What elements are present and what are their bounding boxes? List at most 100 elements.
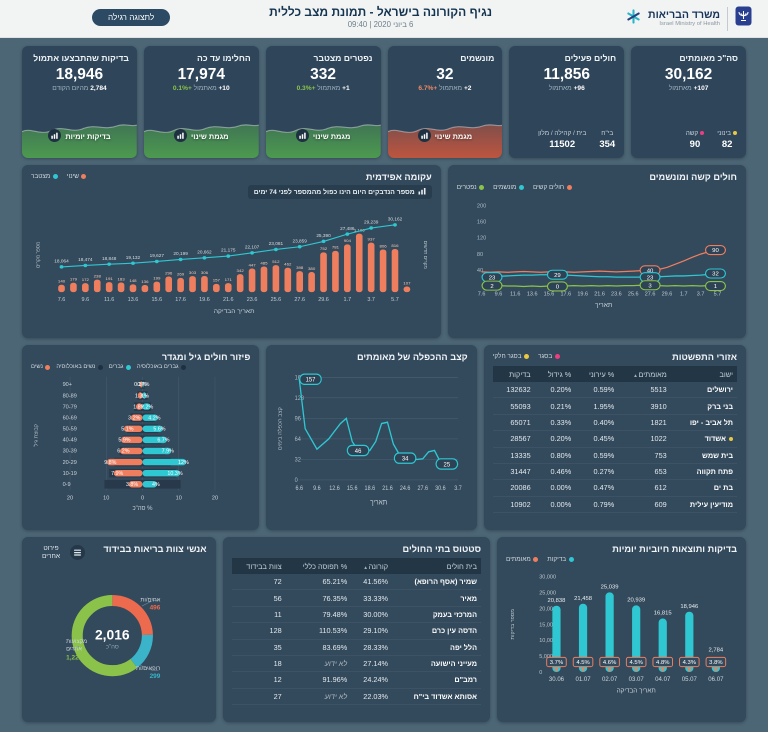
kpi-card-ventilated[interactable]: מונשמים 32 +2 מאתמול +6.7% מגמת שינוי [387,46,503,158]
men-bar[interactable] [142,458,187,466]
line-point[interactable] [345,232,350,236]
bar[interactable] [93,279,101,293]
table-row[interactable]: מודיעין עילית 609 0.79% 0.00% 10902 [492,496,737,514]
line-point[interactable] [250,251,254,255]
legend-item[interactable]: מצטבר [31,173,58,180]
legend-item[interactable]: חולים קשים [533,184,572,191]
bar[interactable] [248,268,256,293]
bar[interactable] [177,277,184,293]
doubling-rate-line-chart[interactable]: 03264961281601574634256.69.612.615.618.6… [275,365,467,519]
column-header[interactable]: % תפוסה כללי [285,558,352,574]
line-point[interactable] [297,245,302,249]
women-bar[interactable] [139,381,143,388]
detail-others-button[interactable]: פירוט אחרים [30,544,91,563]
legend-item[interactable]: נפטרים [457,184,485,191]
legend-item[interactable]: מונשמים [493,184,524,191]
bar[interactable] [153,281,161,293]
kpi-card-recovered[interactable]: החלימו עד כה 17,974 +10 מאתמול +0.1% מגמ… [143,46,259,158]
line-point[interactable] [202,256,207,260]
bar[interactable] [296,271,304,293]
bar[interactable] [82,283,89,293]
line-point[interactable] [83,263,88,268]
trend-change-button[interactable]: מגמת שינוי [144,128,259,145]
epidemic-combo-chart[interactable]: 140 179 172 238 191 183 148 136 199 296 269 303 306 1… [31,200,432,320]
kpi-card-total-confirmed[interactable]: סה"כ מאומתים 30,162 +107 מאתמול בינוני 8… [631,46,746,158]
bar[interactable] [355,233,363,293]
age-gender-pyramid-chart[interactable]: 0.7%0.3%+901.3%1%80-891.8%2.2%70-793.2%4… [31,370,250,516]
line-point[interactable] [369,226,374,230]
column-header[interactable]: % גידול [534,366,576,382]
column-header[interactable]: ישוב [670,366,737,382]
bar[interactable] [578,603,588,673]
bar[interactable] [391,248,399,293]
legend-item[interactable]: נשים באוכלוסיה [56,364,103,370]
line-point[interactable] [154,259,159,264]
kpi-card-deaths[interactable]: נפטרים מצטבר 332 +1 מאתמול +0.3% מגמת שי… [265,46,381,158]
line-series[interactable] [481,272,726,278]
men-bar[interactable] [142,481,158,488]
line-point[interactable] [59,265,64,269]
bar[interactable] [332,250,339,293]
men-bar[interactable] [142,392,147,399]
legend-item[interactable]: בדיקות [547,556,574,563]
line-point[interactable] [274,247,278,252]
column-header[interactable]: קורונה ▴ [351,558,393,574]
line-point[interactable] [178,257,183,262]
men-bar[interactable] [142,403,151,410]
table-row[interactable]: רמב"ם 24.24% 91.96% 12 [231,671,482,689]
bar[interactable] [272,265,280,293]
donut-segment[interactable] [71,594,153,677]
line-point[interactable] [131,261,135,265]
bar[interactable] [344,244,351,293]
table-row[interactable]: אסותא אשדוד בי"ח 22.03% לא ידוע 27 [231,688,482,706]
legend-item[interactable]: שינוי [67,173,87,180]
bar[interactable] [224,283,232,293]
line-series[interactable] [481,249,726,273]
legend-item[interactable]: נשים [31,364,51,370]
bar[interactable] [117,282,125,293]
kpi-card-active-patients[interactable]: חולים פעילים 11,856 +96 מאתמול בי"ח 354 … [509,46,625,158]
women-bar[interactable] [121,436,143,444]
column-header[interactable]: בית חולים [392,558,482,574]
bar[interactable] [308,272,315,293]
legend-item[interactable]: גברים [109,364,131,370]
women-bar[interactable] [106,458,143,466]
bar[interactable] [367,242,375,293]
table-row[interactable]: ירושלים 5513 0.59% 0.20% 132632 [492,382,737,399]
women-bar[interactable] [130,414,143,421]
column-header[interactable]: צוות בבידוד [231,558,286,574]
women-bar[interactable] [120,447,143,455]
kpi-card-tests-yesterday[interactable]: בדיקות שהתבצעו אתמול 18,946 2,784 מהיום … [22,46,137,158]
line-point[interactable] [321,239,326,244]
bar[interactable] [284,267,292,293]
table-row[interactable]: תל אביב - יפו 1821 0.40% 0.33% 65071 [492,414,737,432]
men-bar[interactable] [142,436,167,444]
bar[interactable] [105,282,113,293]
table-row[interactable]: אשדוד 1022 0.45% 0.20% 28567 [492,430,737,448]
bar[interactable] [165,276,173,293]
bar[interactable] [189,276,196,293]
women-bar[interactable] [128,481,143,488]
daily-tests-button[interactable]: בדיקות יומיות [22,128,137,145]
table-row[interactable]: בית שמש 753 0.59% 0.80% 13335 [492,447,737,464]
legend-item[interactable]: מאומתים [506,556,539,563]
line-point[interactable] [107,262,112,266]
trend-change-button[interactable]: מגמת שינוי [388,128,503,145]
bar[interactable] [632,605,641,673]
table-row[interactable]: שמיר (אסף הרופא) 41.56% 65.21% 72 [231,574,482,591]
normal-display-button[interactable]: לתצוגה רגילה [92,9,171,26]
line-point[interactable] [393,223,397,227]
bar[interactable] [236,274,244,293]
table-row[interactable]: מאיר 33.33% 76.35% 56 [231,589,482,607]
women-bar[interactable] [135,403,143,410]
men-bar[interactable] [142,469,180,477]
women-bar[interactable] [137,392,143,399]
bar[interactable] [379,249,387,293]
men-bar[interactable] [142,447,172,455]
table-row[interactable]: בת ים 612 0.47% 0.00% 20086 [492,479,737,497]
bar[interactable] [403,286,411,293]
table-row[interactable]: המרכזי בעמק 30.00% 79.48% 11 [231,606,482,624]
donut-segment[interactable] [71,594,153,677]
